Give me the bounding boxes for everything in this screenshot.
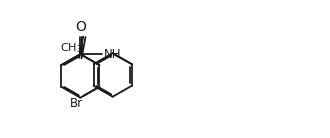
Text: NH: NH bbox=[104, 48, 122, 61]
Text: CH$_3$: CH$_3$ bbox=[60, 41, 83, 55]
Text: Br: Br bbox=[70, 97, 83, 110]
Text: O: O bbox=[75, 20, 86, 34]
